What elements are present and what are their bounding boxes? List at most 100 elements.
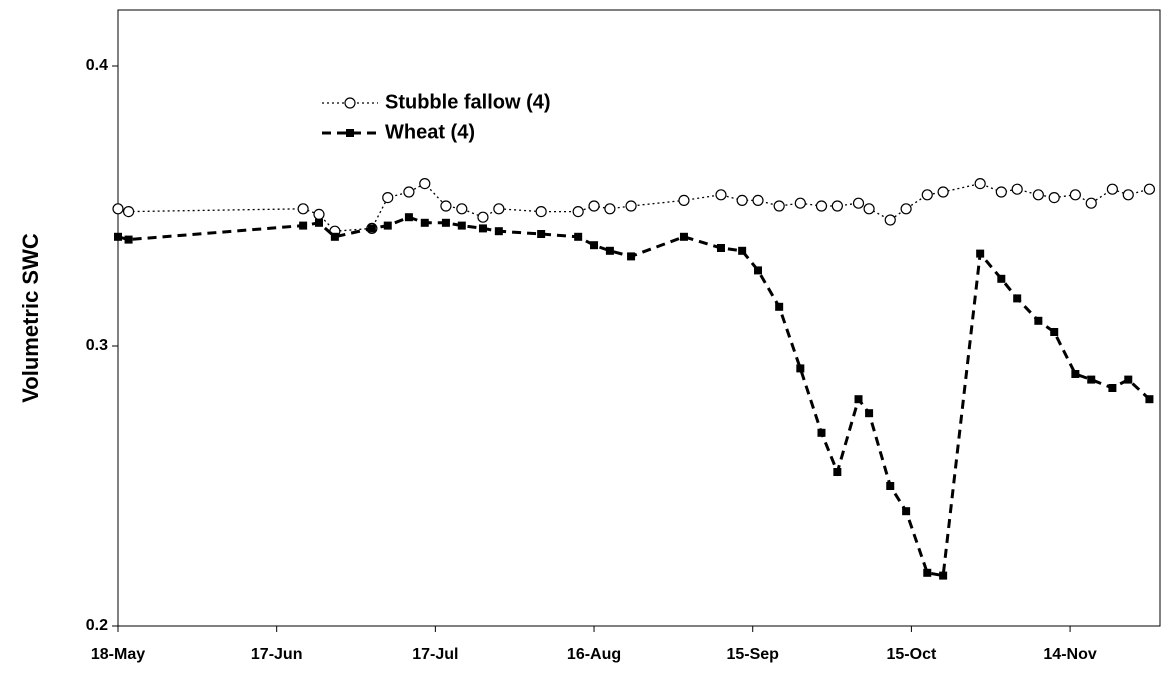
data-point	[754, 266, 763, 275]
legend-marker	[346, 129, 354, 137]
data-point	[1050, 328, 1059, 336]
x-tick-label: 14-Nov	[1043, 646, 1096, 663]
data-point	[404, 213, 413, 222]
y-tick-label: 0.2	[86, 617, 108, 634]
data-point	[995, 186, 1007, 198]
x-tick-label: 16-Aug	[567, 646, 621, 663]
data-point	[441, 218, 450, 227]
data-point	[574, 232, 583, 241]
data-point	[815, 200, 828, 212]
data-point	[124, 235, 133, 244]
data-point	[1122, 189, 1134, 201]
x-tick-label: 17-Jun	[251, 646, 303, 663]
data-point	[572, 206, 584, 218]
data-point	[863, 203, 875, 215]
data-point	[1071, 370, 1080, 378]
data-point	[330, 232, 339, 241]
data-point	[478, 224, 487, 233]
data-point	[939, 571, 948, 580]
data-point	[403, 186, 415, 198]
data-point	[1048, 192, 1060, 204]
data-point	[796, 364, 805, 373]
data-point	[921, 189, 933, 201]
data-point	[605, 246, 614, 255]
data-point	[997, 274, 1006, 283]
data-point	[976, 249, 985, 258]
data-point	[1145, 395, 1154, 404]
data-point	[854, 395, 863, 404]
data-point	[773, 200, 785, 212]
data-point	[456, 203, 468, 215]
data-point	[736, 194, 748, 206]
data-point	[902, 507, 911, 516]
legend-marker	[344, 97, 356, 109]
data-point	[833, 468, 842, 476]
data-point	[1124, 375, 1133, 384]
y-tick-label: 0.4	[86, 57, 108, 74]
x-tick-label: 17-Jul	[412, 646, 458, 663]
data-point	[1087, 375, 1096, 384]
data-point	[794, 197, 806, 209]
data-point	[382, 192, 394, 204]
data-point	[604, 203, 616, 215]
data-point	[1034, 316, 1043, 325]
plot-frame	[117, 9, 1161, 627]
data-point	[122, 206, 135, 218]
data-point	[420, 218, 429, 227]
data-point	[299, 221, 308, 230]
data-point	[419, 178, 431, 190]
data-point	[1108, 384, 1117, 392]
data-point	[679, 232, 688, 241]
data-point	[852, 197, 865, 209]
data-point	[937, 186, 949, 198]
data-point	[1085, 197, 1097, 209]
legend-label: Wheat (4)	[385, 121, 475, 143]
data-point	[1013, 294, 1022, 303]
x-tick-label: 15-Oct	[887, 646, 937, 663]
data-point	[494, 227, 503, 236]
data-point	[537, 230, 546, 238]
data-point	[752, 194, 764, 206]
data-point	[817, 428, 826, 437]
data-point	[313, 208, 325, 220]
data-point	[1032, 189, 1044, 201]
data-point	[738, 246, 747, 255]
data-point	[477, 211, 489, 223]
data-point	[715, 189, 727, 201]
data-point	[865, 409, 874, 418]
data-point	[775, 302, 784, 311]
data-point	[535, 206, 547, 218]
data-point	[112, 203, 124, 215]
y-axis-title: Volumetric SWC	[18, 233, 43, 403]
data-point	[831, 200, 843, 212]
legend-label: Stubble fallow (4)	[385, 91, 551, 113]
data-point	[627, 252, 636, 261]
data-point	[1011, 183, 1023, 195]
data-point	[1106, 183, 1118, 195]
data-point	[590, 241, 599, 250]
data-point	[457, 221, 466, 230]
data-point	[297, 203, 309, 215]
y-tick-label: 0.3	[86, 337, 108, 354]
data-point	[886, 482, 895, 490]
data-point	[383, 221, 392, 230]
data-point	[588, 200, 600, 212]
data-point	[900, 203, 912, 215]
data-point	[367, 224, 376, 233]
data-point	[493, 203, 505, 215]
x-tick-label: 15-Sep	[726, 646, 779, 663]
data-point	[678, 194, 690, 206]
data-point	[314, 218, 323, 227]
data-point	[974, 178, 986, 190]
data-point	[716, 244, 725, 252]
data-point	[114, 232, 122, 241]
series-line	[117, 215, 1151, 578]
data-point	[1069, 189, 1081, 201]
x-tick-label: 18-May	[91, 646, 145, 663]
data-point	[625, 200, 637, 212]
data-point	[923, 568, 932, 577]
data-point	[884, 214, 896, 226]
data-point	[1143, 183, 1156, 195]
